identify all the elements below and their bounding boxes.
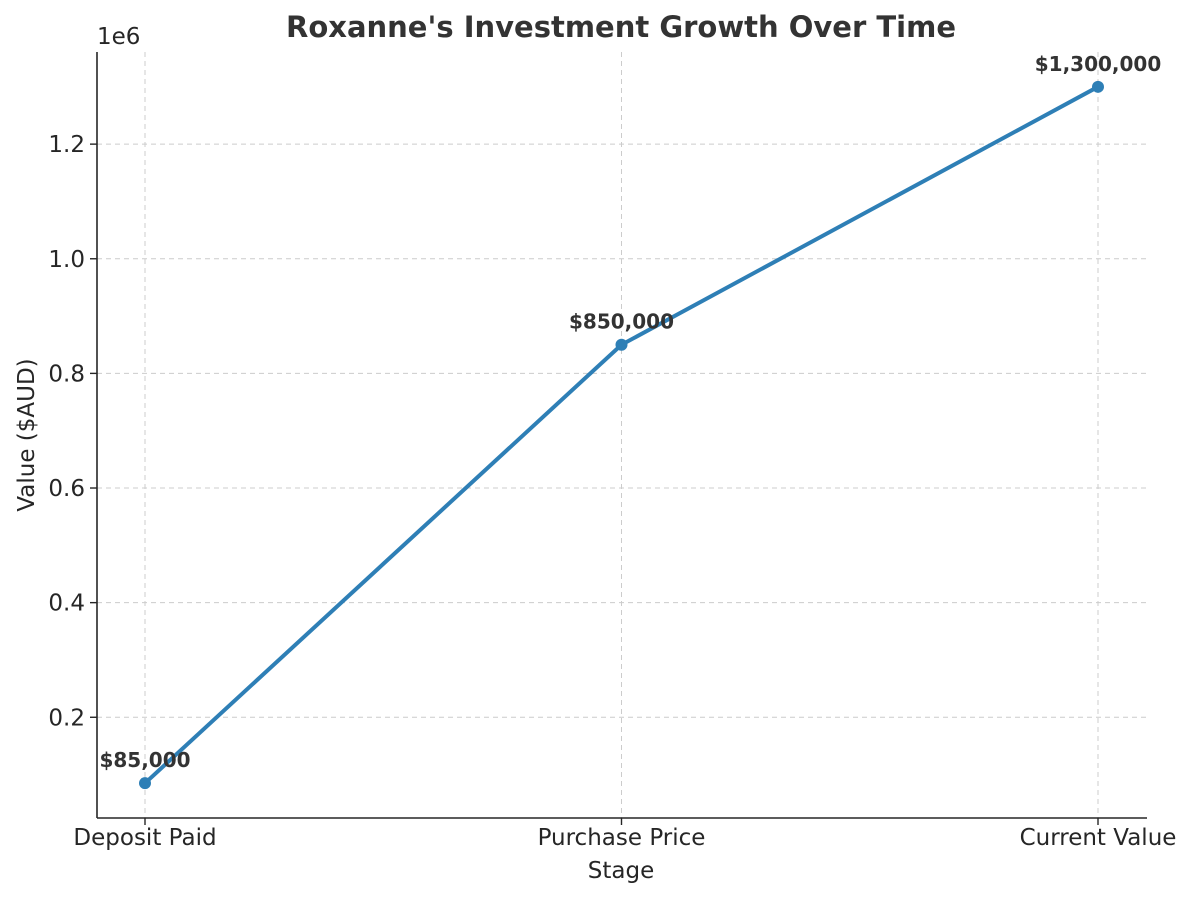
y-tick-label: 1.0 [48, 247, 85, 273]
grid [97, 52, 1147, 818]
y-axis-offset-label: 1e6 [97, 24, 140, 50]
axes: 0.2 0.4 0.6 0.8 1.0 1.2 Deposit Paid Purchase P… [48, 52, 1176, 851]
data-point [139, 777, 151, 790]
y-tick-label: 0.6 [48, 476, 85, 502]
x-tick-label: Current Value [1020, 825, 1177, 851]
y-tick-label: 1.2 [48, 132, 85, 158]
chart-title: Roxanne's Investment Growth Over Time [286, 10, 956, 44]
series-line [139, 80, 1104, 790]
data-point [615, 338, 628, 351]
data-label: $850,000 [569, 310, 674, 334]
data-label: $85,000 [99, 748, 190, 772]
data-labels: $85,000 $850,000 $1,300,000 [99, 52, 1161, 772]
y-tick-label: 0.2 [48, 705, 85, 731]
y-tick-label: 0.8 [48, 361, 85, 387]
data-label: $1,300,000 [1035, 52, 1162, 76]
x-axis-label: Stage [588, 858, 654, 884]
y-axis-label: Value ($AUD) [14, 358, 40, 511]
x-tick-label: Purchase Price [538, 825, 706, 851]
data-point [1092, 80, 1104, 93]
y-tick-label: 0.4 [48, 591, 85, 617]
x-tick-label: Deposit Paid [73, 825, 216, 851]
